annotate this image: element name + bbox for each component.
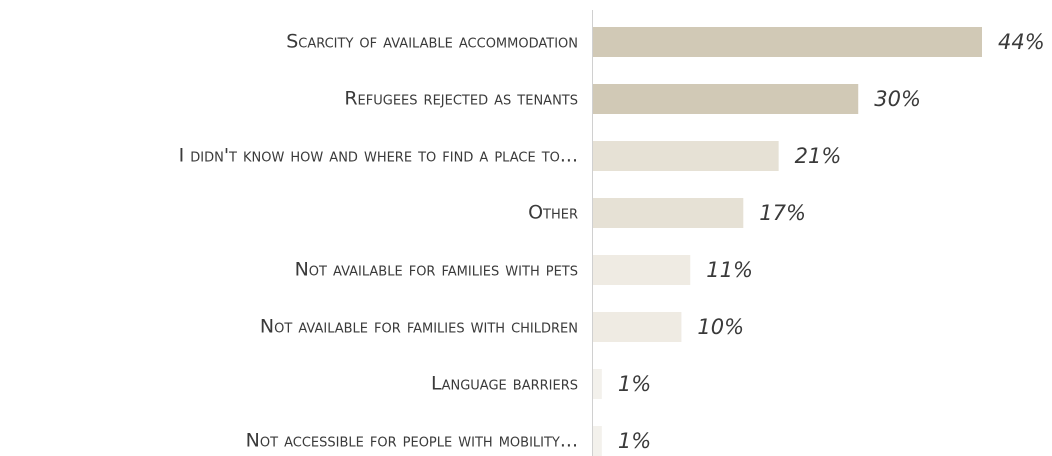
category-label: I didn't know how and where to find a pl… bbox=[179, 145, 578, 167]
value-label: 1% bbox=[618, 429, 651, 453]
category-label: Refugees rejected as tenants bbox=[344, 88, 578, 110]
value-label: 1% bbox=[618, 372, 651, 396]
value-label: 30% bbox=[874, 87, 921, 111]
bar bbox=[593, 312, 682, 342]
value-label: 21% bbox=[795, 144, 842, 168]
category-label: Not available for families with children bbox=[260, 316, 578, 338]
value-label: 17% bbox=[759, 201, 806, 225]
value-label: 10% bbox=[697, 315, 744, 339]
category-label: Not available for families with pets bbox=[295, 259, 578, 281]
bar bbox=[593, 426, 602, 456]
category-label: Scarcity of available accommodation bbox=[286, 31, 578, 53]
bar bbox=[593, 27, 982, 57]
value-label: 11% bbox=[706, 258, 753, 282]
bar bbox=[593, 198, 744, 228]
bar bbox=[593, 255, 691, 285]
bar bbox=[593, 369, 602, 399]
bar bbox=[593, 84, 859, 114]
bar bbox=[593, 141, 779, 171]
category-label: Language barriers bbox=[431, 373, 578, 395]
category-label: Other bbox=[528, 202, 578, 224]
category-label: Not accessible for people with mobility.… bbox=[246, 430, 578, 452]
value-label: 44% bbox=[998, 30, 1045, 54]
